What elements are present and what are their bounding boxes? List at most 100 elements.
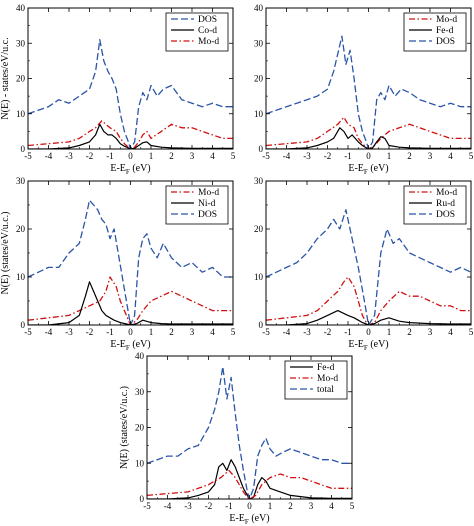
legend-label: Co-d [198, 26, 217, 36]
x-tick-label: -3 [65, 151, 73, 161]
x-tick-label: -3 [65, 327, 73, 337]
panel-ru-mo: -5 -4 -3 -2 -1 0 1 2 3 4 5 0 10 20 30 E-EF (eV) Mo-dRu-d… [254, 176, 474, 352]
y-tick-label: 30 [254, 38, 264, 48]
legend-label: Fe-d [436, 26, 454, 36]
legend-label: DOS [436, 37, 455, 47]
series-line-ni-d [28, 281, 233, 325]
y-tick-label: 20 [254, 74, 264, 84]
x-tick-label: 1 [149, 327, 154, 337]
x-axis-title: E-EF (eV) [348, 339, 388, 352]
y-tick-label: 30 [16, 176, 26, 186]
y-tick-label: 10 [16, 272, 26, 282]
panel-co-mo: -5 -4 -3 -2 -1 0 1 2 3 4 5 0 10 20 30 40 E-EF (eV) N(E) -… [0, 3, 236, 176]
y-tick-label: 0 [259, 320, 264, 330]
x-tick-label: -2 [86, 327, 94, 337]
series-line-mo-d [28, 120, 233, 149]
x-tick-label: 3 [190, 327, 195, 337]
series-line-dos [28, 199, 233, 325]
x-tick-label: -4 [45, 151, 53, 161]
x-tick-label: -4 [283, 327, 291, 337]
series-line-fe-d [147, 459, 352, 499]
x-tick-label: 3 [428, 327, 433, 337]
x-tick-label: 0 [128, 327, 133, 337]
y-axis-title: N(E) (states/eV/u.c.) [119, 386, 130, 469]
series-line-ru-d [266, 310, 471, 325]
x-tick-label: -1 [344, 327, 352, 337]
y-tick-label: 0 [21, 320, 26, 330]
x-tick-label: 0 [366, 151, 371, 161]
x-tick-label: 4 [210, 327, 215, 337]
x-axis-title: E-EF (eV) [110, 163, 150, 176]
x-tick-label: 3 [309, 501, 314, 511]
x-tick-label: 2 [407, 327, 412, 337]
x-tick-label: -4 [283, 151, 291, 161]
y-tick-label: 40 [16, 3, 26, 13]
x-tick-label: -5 [24, 151, 32, 161]
x-tick-label: -2 [205, 501, 213, 511]
series-line-total [147, 366, 352, 499]
x-tick-label: -4 [164, 501, 172, 511]
y-tick-label: 10 [254, 272, 264, 282]
legend-label: DOS [198, 15, 217, 25]
y-tick-label: 10 [254, 109, 264, 119]
x-tick-label: 4 [210, 151, 215, 161]
y-tick-label: 30 [16, 38, 26, 48]
x-tick-label: -1 [106, 327, 114, 337]
legend-label: Mo-d [436, 15, 457, 25]
y-tick-label: 20 [16, 74, 26, 84]
series-line-dos [28, 39, 233, 149]
x-tick-label: 5 [469, 327, 474, 337]
x-tick-label: -2 [86, 151, 94, 161]
x-tick-label: -1 [106, 151, 114, 161]
x-tick-label: -4 [45, 327, 53, 337]
x-tick-label: -5 [262, 151, 270, 161]
y-tick-label: 0 [140, 494, 145, 504]
x-tick-label: -2 [324, 327, 332, 337]
panel-fe-mo: -5 -4 -3 -2 -1 0 1 2 3 4 5 0 10 20 30 40 E-EF (eV) Mo-dFe… [254, 3, 474, 176]
legend-label: DOS [436, 210, 455, 220]
x-tick-label: 0 [247, 501, 252, 511]
x-tick-label: 1 [387, 327, 392, 337]
panel-ni-mo: -5 -4 -3 -2 -1 0 1 2 3 4 5 0 10 20 30 E-EF (eV) N(E) (st… [0, 176, 236, 352]
series-line-mo-d [28, 276, 233, 325]
x-tick-label: -1 [225, 501, 233, 511]
legend-label: Ni-d [198, 199, 216, 209]
x-tick-label: 0 [128, 151, 133, 161]
series-line-dos [266, 35, 471, 149]
y-tick-label: 0 [259, 144, 264, 154]
legend-label: Mo-d [198, 188, 219, 198]
legend-label: total [317, 385, 334, 395]
legend-label: Fe-d [317, 363, 335, 373]
y-tick-label: 20 [254, 224, 264, 234]
y-axis-title: N(E) - states/eV/u.c. [0, 37, 11, 119]
x-axis-title: E-EF (eV) [229, 513, 269, 526]
x-axis-title: E-EF (eV) [348, 163, 388, 176]
panel-fe-mo-total: -5 -4 -3 -2 -1 0 1 2 3 4 5 0 10 20 30 40 E-EF (eV) N(E) (… [119, 351, 355, 526]
series-line-fe-d [266, 127, 471, 149]
y-axis-title: N(E) (states/eV/u.c.) [0, 211, 11, 294]
x-tick-label: 4 [448, 151, 453, 161]
x-tick-label: 4 [448, 327, 453, 337]
x-tick-label: -2 [324, 151, 332, 161]
x-tick-label: 5 [350, 501, 355, 511]
x-tick-label: 2 [288, 501, 293, 511]
x-tick-label: 1 [268, 501, 273, 511]
y-tick-label: 30 [135, 387, 145, 397]
x-tick-label: -3 [184, 501, 192, 511]
y-tick-label: 20 [135, 423, 145, 433]
y-tick-label: 10 [16, 109, 26, 119]
legend-label: Mo-d [317, 374, 338, 384]
y-tick-label: 10 [135, 458, 145, 468]
legend-label: Ru-d [436, 199, 455, 209]
x-tick-label: 2 [169, 327, 174, 337]
series-line-mo-d [266, 116, 471, 149]
y-tick-label: 30 [254, 176, 264, 186]
x-tick-label: -3 [303, 151, 311, 161]
x-tick-label: 2 [169, 151, 174, 161]
y-tick-label: 0 [21, 144, 26, 154]
y-tick-label: 40 [135, 351, 145, 361]
